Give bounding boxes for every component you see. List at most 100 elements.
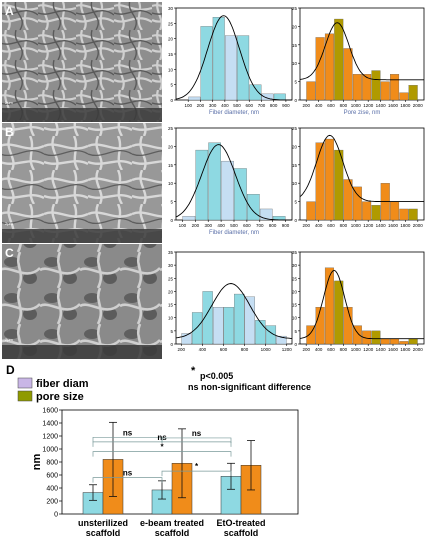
legend-swatch-fiber <box>17 377 33 389</box>
x-tick-label: 700 <box>258 103 266 108</box>
x-tick-label: 800 <box>269 223 277 228</box>
x-tick-label: 1400 <box>376 347 387 352</box>
sem-image-a <box>2 2 162 122</box>
y-tick-label: 10 <box>292 61 298 66</box>
histogram-c-pore-size: 0 5 10 15 20 25 30 35 200 400 600 800 1000 1200 1400 16… <box>292 250 425 352</box>
x-tick-label: 1400 <box>376 223 387 228</box>
histogram-bar <box>221 160 234 221</box>
y-tick-label: 25 <box>168 276 174 281</box>
histogram-bar <box>343 48 353 101</box>
fit-curve <box>299 22 424 81</box>
y-tick-label: 15 <box>292 303 298 308</box>
histogram-bar <box>208 142 221 221</box>
histogram-bar <box>306 81 316 101</box>
histogram-bar <box>315 37 325 101</box>
x-tick-label: 1000 <box>261 347 272 352</box>
x-tick-label: 1200 <box>363 223 374 228</box>
x-tick-label: 600 <box>220 347 228 352</box>
histogram-bar <box>371 70 381 101</box>
histogram-bar <box>306 325 316 345</box>
y-tick-label: 10 <box>292 181 298 186</box>
y-tick-label: 10 <box>168 67 174 72</box>
x-tick-label: 2000 <box>413 347 424 352</box>
y-tick-label: 5 <box>170 83 173 88</box>
x-tick-label: 1800 <box>400 223 411 228</box>
panel-label-c: C <box>5 246 14 260</box>
y-tick-label: 30 <box>168 6 174 11</box>
y-tick-label: 5 <box>170 329 173 334</box>
histogram-bar <box>191 312 203 345</box>
histogram-bar <box>315 307 325 345</box>
y-tick-label: 20 <box>168 289 174 294</box>
x-tick-label: 1400 <box>376 103 387 108</box>
significance-bracket <box>161 437 232 443</box>
x-tick-label: 200 <box>302 347 310 352</box>
y-tick-label: 25 <box>292 6 298 11</box>
significance-label: * <box>160 443 164 452</box>
x-tick-label: 1600 <box>388 103 399 108</box>
x-tick-label: 1200 <box>282 347 293 352</box>
x-tick-label: 800 <box>340 223 348 228</box>
x-tick-label: 900 <box>282 103 290 108</box>
histogram-bar <box>195 149 209 221</box>
y-tick-label: 1400 <box>42 421 58 428</box>
histogram-bar <box>343 307 353 345</box>
significance-label: ns <box>192 429 202 438</box>
category-label-line: scaffold <box>86 528 121 538</box>
comparison-bar-chart: 0 200 400 600 800 1000 1200 1400 1600 nm unsterili… <box>31 408 299 538</box>
category-label: e-beam treated scaffold <box>140 518 204 538</box>
x-tick-label: 200 <box>197 103 205 108</box>
x-tick-label: 400 <box>315 347 323 352</box>
x-tick-label: 700 <box>256 223 264 228</box>
x-tick-label: 800 <box>270 103 278 108</box>
significance-label: ns <box>157 433 167 442</box>
significance-ns-symbol: ns <box>188 382 199 392</box>
x-tick-label: 200 <box>302 103 310 108</box>
y-tick-label: 25 <box>168 21 174 26</box>
x-tick-label: 400 <box>221 103 229 108</box>
histogram-bar <box>273 93 286 101</box>
x-tick-label: 100 <box>179 223 187 228</box>
y-tick-label: 20 <box>292 289 298 294</box>
significance-bracket <box>161 470 232 477</box>
significance-ns-text: non-significant difference <box>201 382 311 392</box>
histogram-bar <box>237 35 250 101</box>
x-tick-label: 1800 <box>400 103 411 108</box>
significance-label: ns <box>123 469 133 478</box>
category-label-line: EtO-treated <box>216 518 265 528</box>
x-tick-label: 1000 <box>351 223 362 228</box>
histogram-bar <box>324 138 334 221</box>
y-tick-label: 0 <box>294 342 297 347</box>
x-axis-label: Fiber diameter, nm <box>209 110 259 116</box>
x-tick-label: 600 <box>327 103 335 108</box>
x-tick-label: 200 <box>192 223 200 228</box>
y-tick-label: 0 <box>170 342 173 347</box>
histogram-bar <box>380 81 390 101</box>
y-tick-label: 15 <box>292 43 298 48</box>
y-tick-label: 20 <box>292 24 298 29</box>
y-tick-label: 15 <box>168 163 174 168</box>
legend-label-pore: pore size <box>36 391 84 403</box>
x-tick-label: 1600 <box>388 223 399 228</box>
histogram-bar <box>202 291 213 345</box>
histogram-bar <box>255 320 266 345</box>
panel-label-a: A <box>5 4 14 18</box>
x-tick-label: 1000 <box>351 103 362 108</box>
histogram-bar <box>224 35 237 101</box>
histogram-b-fiber-diameter: 0 5 10 15 20 25 100 200 300 400 500 600 700 800 900 Fib… <box>168 126 293 236</box>
histogram-bar <box>276 335 287 345</box>
y-tick-label: 35 <box>168 250 174 255</box>
significance-key: * p<0.005 ns non-significant difference <box>188 365 311 392</box>
y-tick-label: 800 <box>46 460 58 467</box>
histogram-bar <box>200 26 213 101</box>
x-tick-label: 800 <box>340 103 348 108</box>
plot-frame <box>175 127 293 221</box>
significance-bracket <box>92 477 163 483</box>
y-tick-label: 20 <box>168 144 174 149</box>
histogram-bar <box>390 338 400 345</box>
legend-swatch-pore <box>17 390 33 402</box>
category-label: unsterilized scaffold <box>78 518 128 538</box>
histogram-bar <box>306 201 316 221</box>
histogram-bar <box>334 18 344 101</box>
